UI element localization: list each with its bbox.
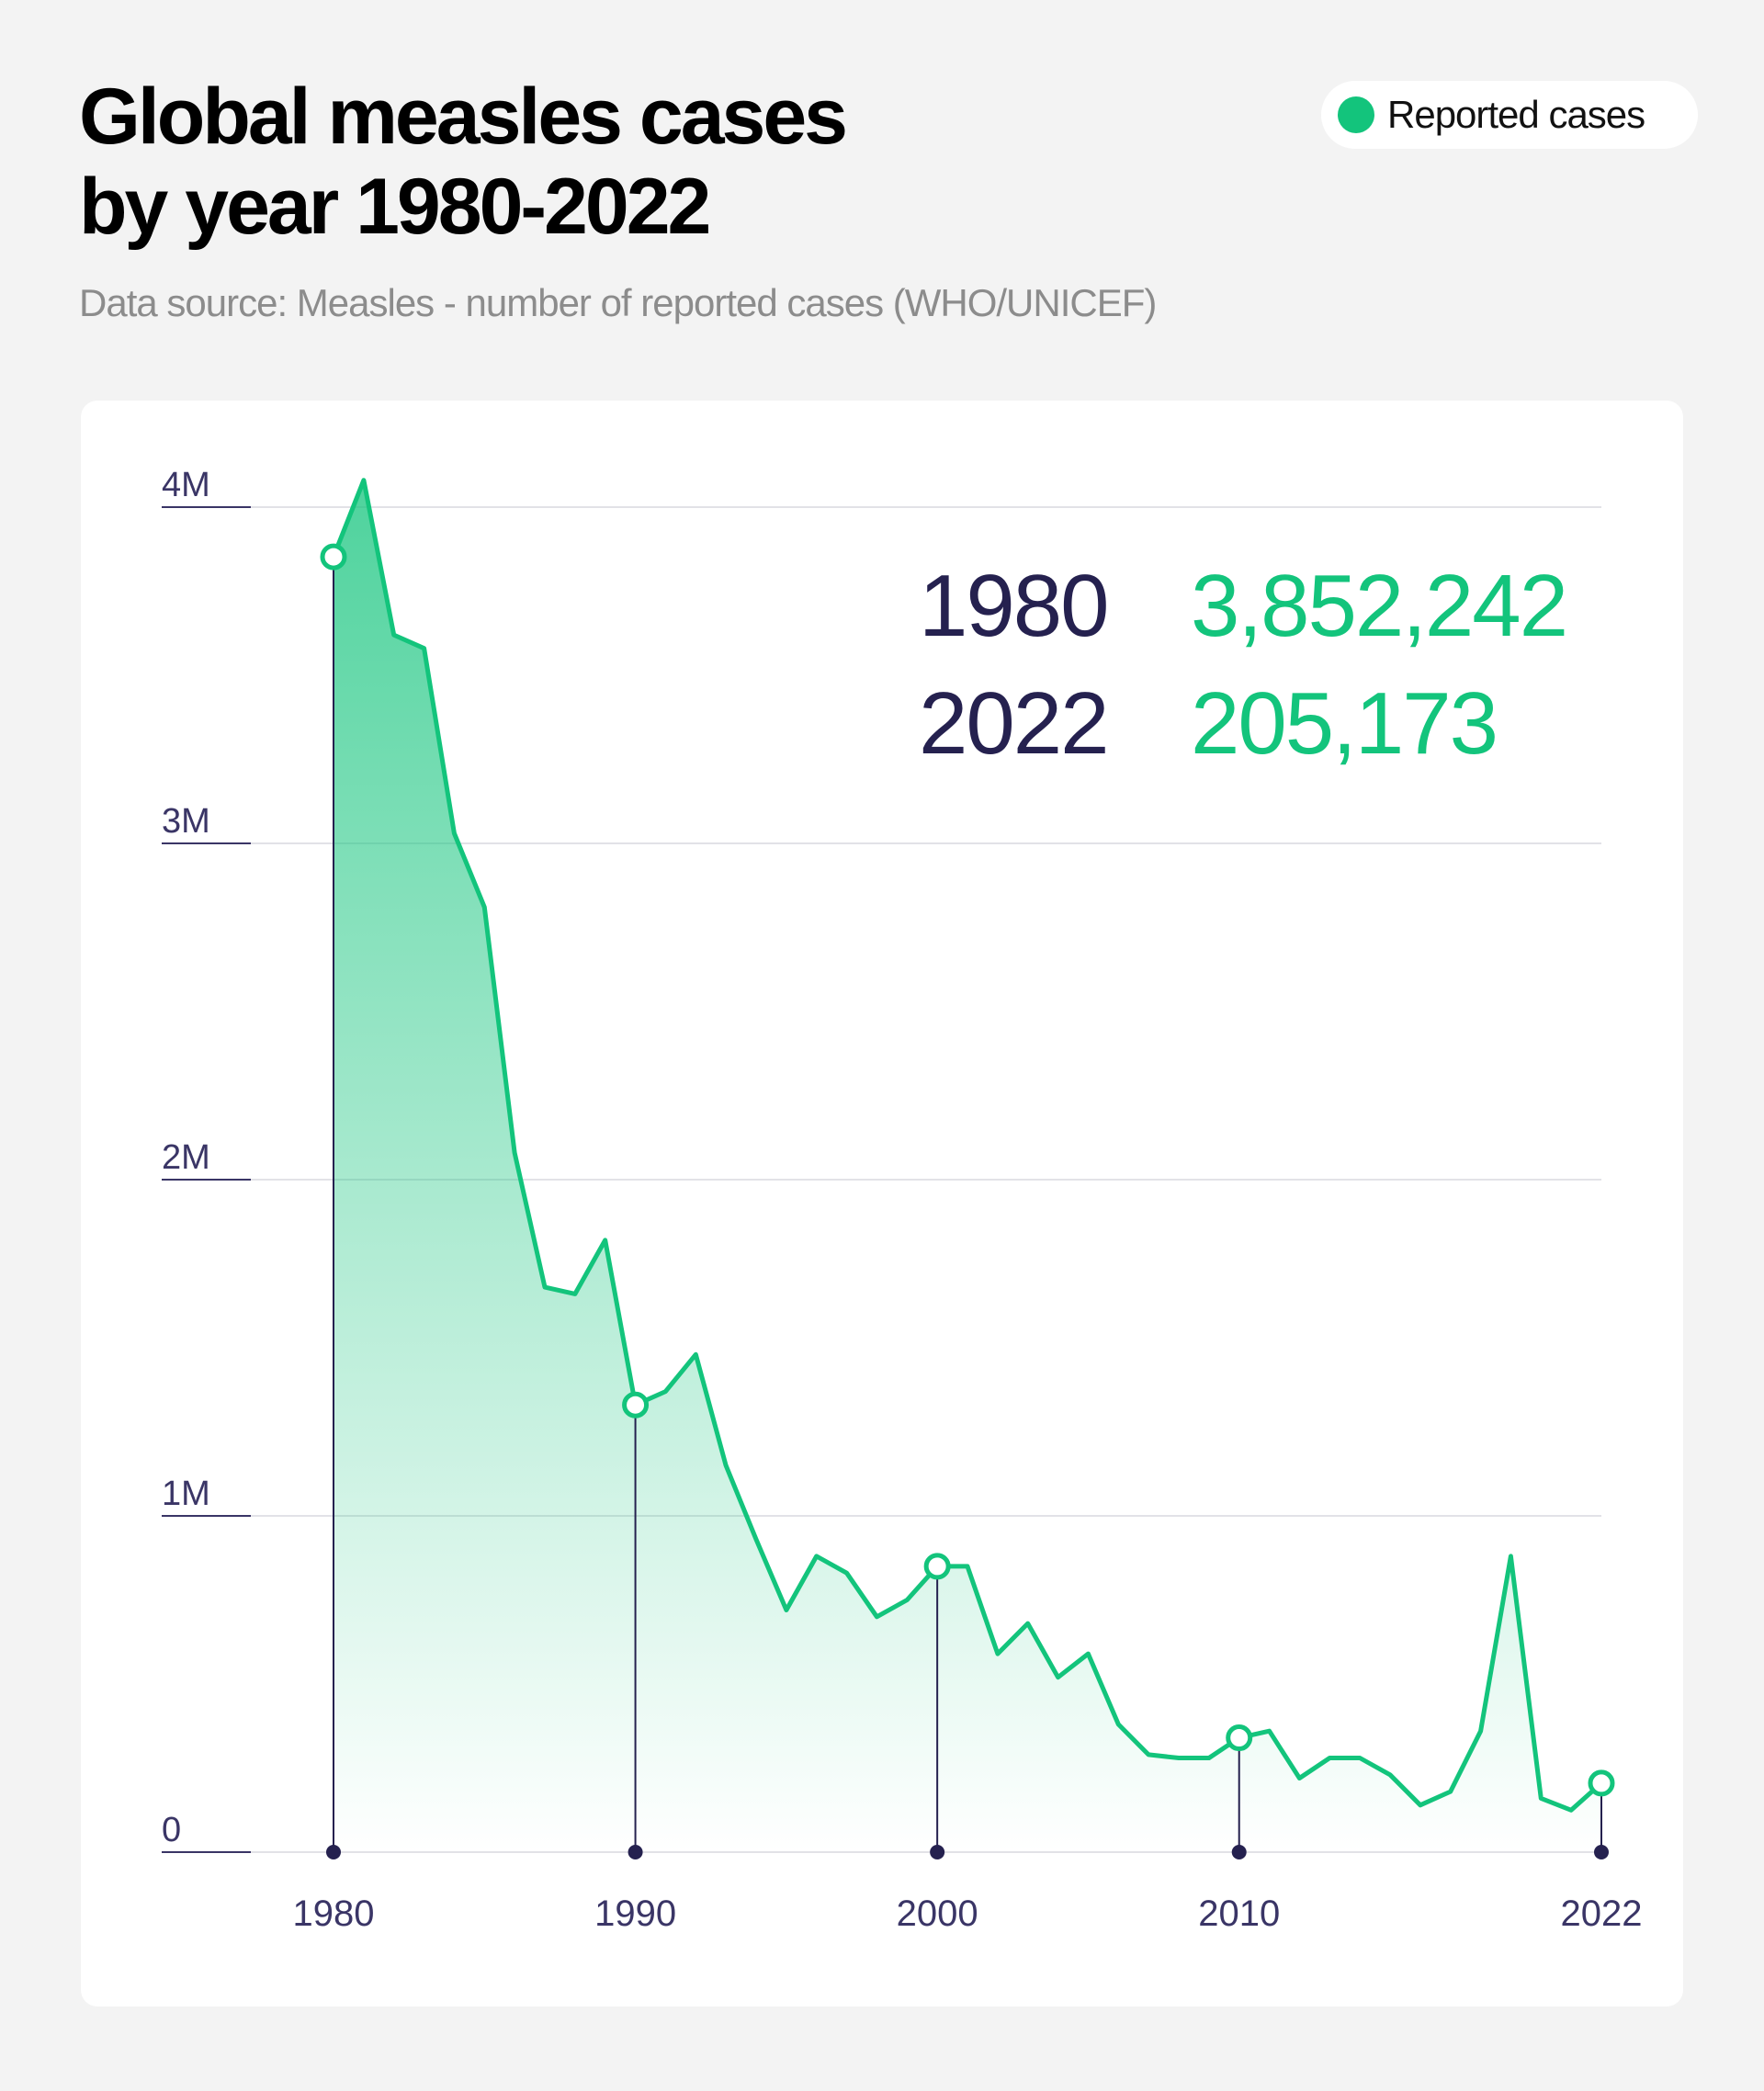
- callout-year: 2022: [919, 674, 1110, 773]
- series-line: [331, 478, 1604, 1813]
- x-tick-label: 2022: [1561, 1893, 1643, 1934]
- y-tick-label: 2M: [162, 1138, 210, 1177]
- x-tick-label: 1990: [594, 1893, 676, 1934]
- data-point-marker: [622, 1391, 650, 1418]
- callout-row-1980: 1980 3,852,242: [919, 548, 1568, 665]
- legend: Reported cases: [1321, 81, 1698, 149]
- legend-swatch: [1338, 96, 1374, 133]
- legend-label: Reported cases: [1387, 93, 1645, 136]
- y-tick-label: 0: [162, 1811, 181, 1849]
- data-source-note: Data source: Measles - number of reporte…: [79, 281, 1157, 324]
- data-point-marker: [320, 543, 347, 571]
- callout-value: 205,173: [1191, 674, 1498, 773]
- y-tick-label: 4M: [162, 466, 210, 504]
- chart-title-line-1: Global measles cases: [79, 73, 848, 161]
- axis-marker-dot: [930, 1845, 945, 1859]
- data-point-marker: [1226, 1724, 1253, 1752]
- callout-year: 1980: [919, 557, 1110, 655]
- line-chart: 0 1M 2M 3M 4M 1980 1990 2000 2010 2022: [162, 466, 1643, 1934]
- x-tick-label: 2010: [1198, 1893, 1280, 1934]
- callout-row-2022: 2022 205,173: [919, 665, 1566, 783]
- y-tick-label: 3M: [162, 802, 210, 841]
- chart-panel: 0 1M 2M 3M 4M 1980 1990 2000 2010 2022: [81, 401, 1683, 2006]
- highlight-callout: 1980 3,852,242 2022 205,173: [919, 548, 1568, 783]
- axis-marker-dot: [326, 1845, 341, 1859]
- x-tick-label: 1980: [293, 1893, 375, 1934]
- series-area: [334, 480, 1601, 1853]
- axis-marker-dot: [1594, 1845, 1609, 1859]
- chart-title: Global measles cases by year 1980-2022: [79, 72, 848, 252]
- chart-title-line-2: by year 1980-2022: [79, 163, 711, 251]
- x-tick-label: 2000: [897, 1893, 978, 1934]
- data-point-marker: [1588, 1769, 1615, 1797]
- y-tick-label: 1M: [162, 1475, 210, 1513]
- axis-marker-dot: [1231, 1845, 1247, 1859]
- axis-marker-dot: [628, 1845, 643, 1859]
- data-point-marker: [923, 1553, 951, 1580]
- callout-value: 3,852,242: [1191, 557, 1568, 655]
